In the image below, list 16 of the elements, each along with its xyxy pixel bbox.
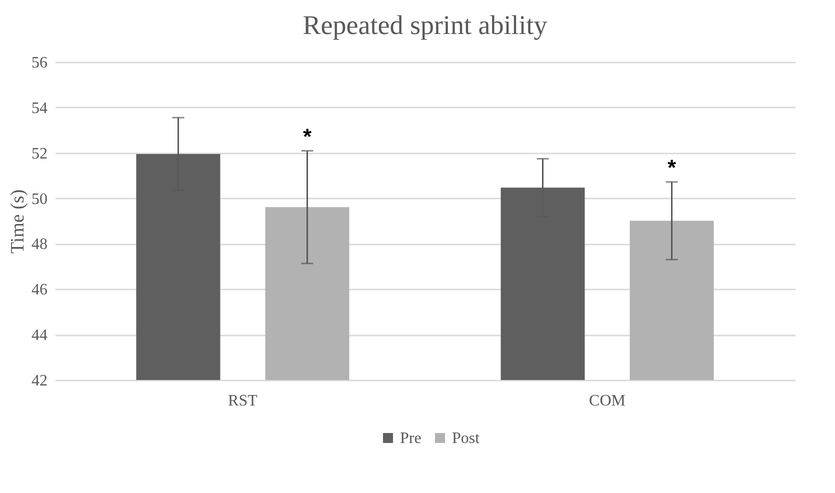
annotation: * [302, 124, 312, 149]
y-tick-label: 52 [32, 145, 48, 162]
legend-label: Pre [400, 430, 422, 447]
y-tick-label: 54 [32, 100, 48, 117]
legend-label: Post [452, 430, 480, 447]
y-tick-label: 42 [32, 372, 48, 390]
y-tick-label: 48 [32, 236, 48, 254]
x-tick-label: RST [228, 392, 258, 410]
y-tick-label: 44 [32, 327, 48, 344]
chart-title: Repeated sprint ability [302, 10, 548, 40]
y-axis-title: Time (s) [8, 189, 28, 254]
y-tick-label: 50 [32, 190, 48, 208]
x-tick-label: COM [589, 392, 626, 410]
y-tick-label: 46 [32, 282, 48, 299]
annotation: * [667, 154, 676, 180]
y-tick-label: 56 [32, 54, 48, 72]
